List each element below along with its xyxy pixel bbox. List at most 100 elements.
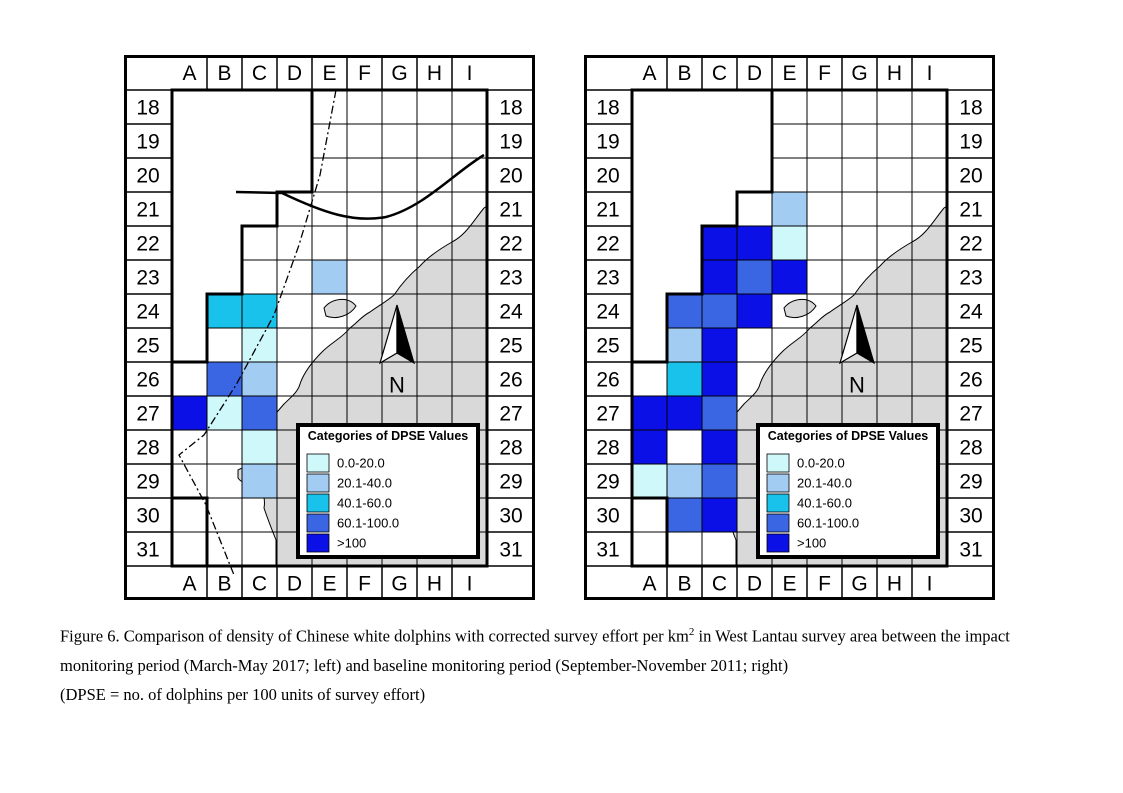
column-label-bottom-A: A [182, 573, 196, 596]
row-label-right-26: 26 [499, 369, 522, 392]
row-label-left-18: 18 [136, 97, 159, 120]
column-label-top-G: G [391, 62, 407, 85]
dpse-cell-C25 [702, 328, 737, 362]
row-label-left-23: 23 [596, 267, 619, 290]
row-label-left-30: 30 [596, 505, 619, 528]
column-label-top-C: C [712, 62, 727, 85]
legend-label: 0.0-20.0 [337, 456, 385, 471]
caption-line-2: (DPSE = no. of dolphins per 100 units of… [60, 684, 426, 704]
row-label-right-31: 31 [959, 539, 982, 562]
column-label-top-B: B [677, 62, 691, 85]
column-label-bottom-I: I [467, 573, 473, 596]
caption-line-1: Figure 6. Comparison of density of Chine… [60, 618, 1070, 680]
row-label-left-23: 23 [136, 267, 159, 290]
row-label-right-25: 25 [959, 335, 982, 358]
dpse-cell-C24 [702, 294, 737, 328]
row-label-left-27: 27 [596, 403, 619, 426]
column-label-top-B: B [217, 62, 231, 85]
legend-label: 0.0-20.0 [797, 456, 845, 471]
legend-swatch [766, 533, 790, 553]
legend-label: 40.1-60.0 [337, 496, 392, 511]
row-label-left-25: 25 [596, 335, 619, 358]
row-label-right-20: 20 [959, 165, 982, 188]
dpse-cell-C22 [702, 226, 737, 260]
row-label-right-19: 19 [959, 131, 982, 154]
legend-title: Categories of DPSE Values [768, 429, 929, 443]
legend-swatch [766, 493, 790, 513]
row-label-left-22: 22 [136, 233, 159, 256]
legend-swatch [306, 493, 330, 513]
column-label-top-I: I [927, 62, 933, 85]
dpse-cell-C29 [242, 464, 277, 498]
row-label-left-31: 31 [596, 539, 619, 562]
legend-label: 20.1-40.0 [797, 476, 852, 491]
dpse-cell-C28 [242, 430, 277, 464]
dpse-cell-E21 [772, 192, 807, 226]
column-label-bottom-E: E [782, 573, 796, 596]
north-arrow-icon [838, 304, 876, 365]
legend-swatch [766, 453, 790, 473]
row-label-right-27: 27 [959, 403, 982, 426]
legend-label: >100 [797, 536, 826, 551]
row-label-left-22: 22 [596, 233, 619, 256]
dpse-cell-C30 [702, 498, 737, 532]
row-label-right-27: 27 [499, 403, 522, 426]
figure-caption: Figure 6. Comparison of density of Chine… [60, 618, 1070, 709]
bridge-line [235, 153, 485, 220]
survey-boundary-south [632, 496, 669, 566]
survey-boundary [172, 90, 314, 364]
row-label-left-21: 21 [136, 199, 159, 222]
row-label-right-26: 26 [959, 369, 982, 392]
dpse-cell-D22 [737, 226, 772, 260]
north-arrow-right [396, 304, 416, 365]
label-strips [584, 55, 995, 600]
legend-label: 40.1-60.0 [797, 496, 852, 511]
islet [323, 299, 357, 319]
row-label-left-31: 31 [136, 539, 159, 562]
column-label-top-F: F [358, 62, 371, 85]
caption-superscript: 2 [688, 626, 695, 638]
dpse-cell-A28 [632, 430, 667, 464]
islet [783, 299, 817, 319]
column-label-bottom-G: G [391, 573, 407, 596]
dpse-cell-A27 [172, 396, 207, 430]
dpse-cell-C23 [702, 260, 737, 294]
dpse-cell-B27 [667, 396, 702, 430]
column-label-top-E: E [782, 62, 796, 85]
column-label-bottom-G: G [851, 573, 867, 596]
dpse-cell-C27 [242, 396, 277, 430]
row-label-right-18: 18 [499, 97, 522, 120]
legend-label: >100 [337, 536, 366, 551]
dpse-cell-B24 [207, 294, 242, 328]
north-arrow-right [856, 304, 876, 365]
column-label-bottom-H: H [887, 573, 902, 596]
column-label-top-F: F [818, 62, 831, 85]
legend-swatch [306, 453, 330, 473]
legend-title: Categories of DPSE Values [308, 429, 469, 443]
row-label-right-30: 30 [499, 505, 522, 528]
legend: Categories of DPSE Values 0.0-20.0 20.1-40… [756, 423, 940, 559]
row-label-left-29: 29 [136, 471, 159, 494]
row-label-left-20: 20 [596, 165, 619, 188]
row-label-left-19: 19 [136, 131, 159, 154]
impact-period-map: A A B B C C D D E E F F G G H H I I 18 18 19 19 20 20 21 21 22 22 23… [124, 55, 535, 600]
row-label-right-19: 19 [499, 131, 522, 154]
column-label-top-D: D [287, 62, 302, 85]
survey-boundary-south [172, 496, 209, 566]
dpse-cell-D23 [737, 260, 772, 294]
column-label-top-C: C [252, 62, 267, 85]
column-label-bottom-A: A [642, 573, 656, 596]
north-arrow-icon [378, 304, 416, 365]
dpse-cell-C24 [242, 294, 277, 328]
column-label-bottom-F: F [818, 573, 831, 596]
column-label-bottom-B: B [677, 573, 691, 596]
row-label-right-23: 23 [499, 267, 522, 290]
row-label-right-24: 24 [959, 301, 983, 324]
dpse-cell-B29 [667, 464, 702, 498]
column-label-top-H: H [887, 62, 902, 85]
column-label-bottom-B: B [217, 573, 231, 596]
row-label-left-20: 20 [136, 165, 159, 188]
dpse-cell-C26 [242, 362, 277, 396]
row-label-right-22: 22 [959, 233, 982, 256]
